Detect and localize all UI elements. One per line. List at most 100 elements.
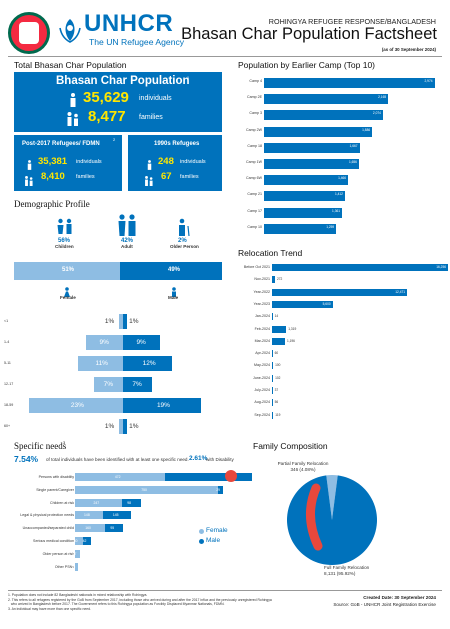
bar-value-label: 1,667 [349, 143, 358, 148]
needs-female-bar [75, 549, 81, 558]
bar [264, 78, 435, 88]
bar-category-label: Year-2023 [253, 301, 270, 306]
individuals-icon [68, 93, 78, 112]
bar-value-label: 119 [275, 412, 281, 417]
male-icon [170, 284, 178, 302]
bar-category-label: Camp 3 [249, 111, 262, 116]
male-share-bar [120, 262, 222, 280]
bar [272, 387, 273, 394]
bangladesh-seal-icon [8, 12, 50, 54]
refugees1990-individuals-label: individuals [180, 159, 206, 165]
footer-note-2: 2. This refers to all refugees registere… [8, 597, 272, 602]
created-date: Created Date: 30 September 2024 [363, 595, 436, 600]
pyramid-female-value: 23% [70, 402, 84, 409]
bar-value-label: 1,196 [286, 338, 295, 343]
total-families-value: 8,477 [88, 108, 126, 125]
female-pct: 51% [62, 267, 75, 273]
post2017-box: Post-2017 Refugees/ FDMN 2 35,381 indivi… [14, 135, 122, 191]
needs-male-bar [121, 498, 141, 507]
page-title: Bhasan Char Population Factsheet [181, 25, 437, 43]
needs-category-label: Older person at risk [42, 551, 74, 556]
needs-female-value: 160 [85, 526, 91, 531]
bar-value-label: 100 [275, 363, 281, 368]
bar [272, 350, 273, 358]
pyramid-male-bar [123, 335, 160, 350]
bar-value-label: 2,974 [424, 79, 433, 83]
bar-value-label: 1,656 [348, 160, 357, 164]
bar-value-label: 2,074 [372, 111, 381, 116]
bar-category-label: Camp 18 [247, 143, 262, 148]
male-pct: 49% [168, 267, 181, 273]
needs-male-value: 42 [82, 539, 87, 543]
bar-value-label: 12,471 [395, 289, 406, 294]
bar-category-label: Camp 17 [247, 208, 262, 213]
bar [264, 191, 345, 202]
bar-value-label: 1,886 [362, 127, 371, 132]
bar [272, 411, 274, 419]
needs-female-bar [75, 473, 165, 481]
header-divider [8, 56, 442, 57]
female-legend-swatch [199, 529, 204, 534]
needs-female-value: 472 [114, 475, 121, 479]
bar [264, 159, 359, 169]
full-family-label: Full Family Relocation 8,131 (95.92%) [324, 565, 370, 576]
bar-value-label: 102 [275, 375, 281, 380]
specific-needs-chart: Persons with disability 472 Single parent/… [0, 468, 253, 588]
needs-category-label: Other PSNs [54, 564, 74, 569]
post2017-families-icon [24, 173, 34, 191]
total-box-title: Bhasan Char Population [56, 75, 190, 87]
disability-pct: 2.61% [189, 455, 208, 462]
total-footnote: 1 [187, 75, 190, 80]
adult-pct: 42% [121, 238, 134, 244]
footer-notes: 1. Population does not include 82 Bangla… [8, 593, 308, 611]
bar-category-label: Camp 1W [246, 160, 262, 164]
bar-category-label: Camp 21 [247, 192, 262, 197]
needs-male-bar [105, 524, 124, 533]
pie-highlight-mark [306, 483, 323, 551]
camp-chart: Camp 4 2,974 Camp 2E 2,165 Camp 3 2,074 Camp 2… [230, 74, 450, 242]
pyramid-male-value: 9% [136, 339, 146, 346]
bar-value-label: 5,600 [322, 301, 331, 306]
needs-female-bar [75, 537, 83, 545]
family-pie [287, 475, 377, 565]
disability-marker [225, 470, 237, 482]
pyramid-female-value: 11% [95, 360, 108, 367]
needs-category-label: Persons with disability [38, 475, 74, 479]
pyramid-female-value: 9% [99, 339, 109, 346]
post2017-individuals-label: individuals [76, 159, 102, 165]
bar-category-label: Before Oct 2021 [243, 265, 270, 269]
needs-category-label: Single parent/Caregiver [36, 487, 74, 492]
needs-male-value: 29 [216, 487, 221, 492]
bar [272, 264, 448, 271]
pyramid-male-value: 19% [156, 402, 170, 409]
male-legend-swatch [199, 539, 204, 544]
bar-category-label: Nov-2021 [254, 277, 270, 282]
male-legend-label: Male [206, 537, 221, 544]
bar-category-label: Mar-2024 [254, 338, 270, 343]
pyramid-male-value: 1% [129, 318, 139, 325]
needs-category-label: Legal & physical protection needs [20, 513, 74, 518]
female-label: Female [60, 295, 76, 300]
org-name: UNHCR [84, 10, 174, 37]
population-pyramid: <1 1% 1% 1-4 9% 9% 5-11 11% 12% 12-17 7% 7% 18-59 23%… [0, 314, 230, 440]
bar-value-label: 272 [276, 277, 283, 282]
post2017-individuals-value: 35,381 [38, 156, 68, 167]
footer-note-2b: who arrived in Bangladesh before 2017. T… [8, 602, 225, 607]
pyramid-male-bar [123, 419, 128, 434]
male-label: Male [168, 295, 179, 300]
bar [264, 142, 360, 153]
specific-needs-title: Specific needs [14, 441, 67, 451]
bar-category-label: Camp 2W [246, 127, 262, 132]
needs-male-bar [103, 511, 131, 520]
bar [272, 399, 273, 407]
needs-female-value: 247 [93, 500, 100, 505]
adult-label: Adult [121, 244, 133, 249]
children-icon [56, 218, 74, 239]
pyramid-age-label: 1-4 [4, 340, 10, 344]
bar [264, 94, 389, 105]
pyramid-female-value: 7% [103, 381, 114, 388]
bar [272, 276, 275, 284]
footer-divider [8, 590, 442, 591]
needs-female-bar [75, 524, 106, 533]
needs-female-bar [75, 562, 79, 571]
